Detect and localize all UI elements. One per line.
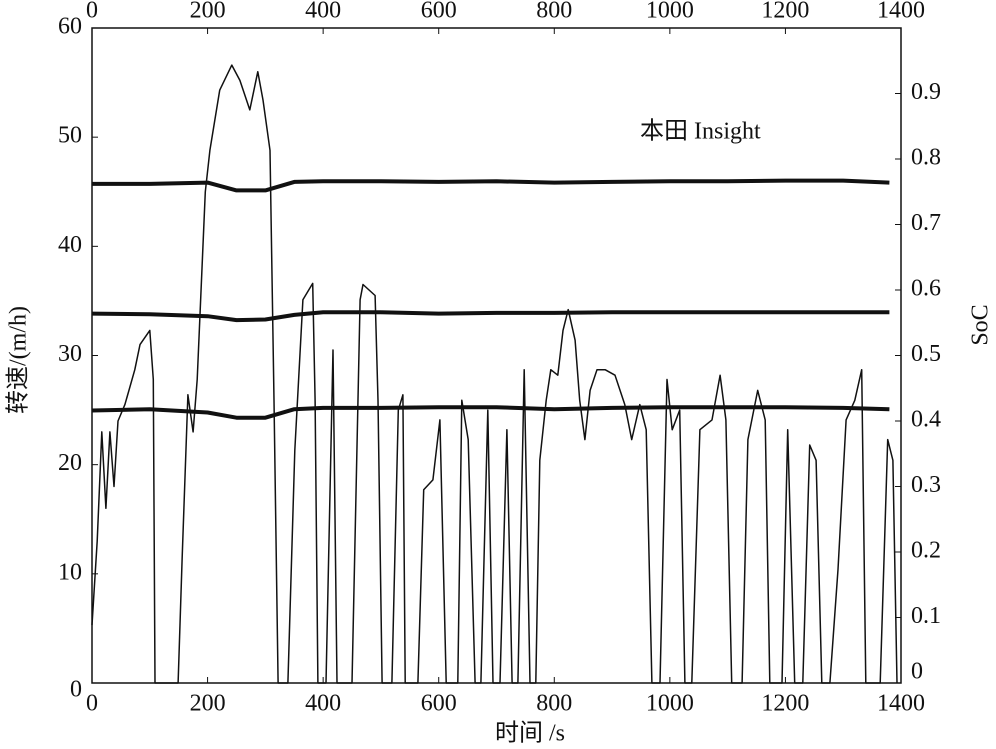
annotation: 本田 Insight [640,118,761,145]
x-top-tick-label: 1200 [761,0,809,24]
soc-line [91,310,890,323]
y-tick-label: 20 [58,450,82,476]
y2-tick-label: 0 [911,659,923,685]
y2-tick-label: 0.4 [911,407,941,433]
y-tick-label: 30 [58,341,82,367]
x-top-tick-label: 800 [536,0,572,24]
x-top-tick-label: 400 [305,0,341,24]
y2-axis-label: SoC [968,304,994,345]
y2-tick-label: 0.8 [911,145,941,171]
x-tick-label: 800 [536,691,572,717]
y2-tick-label: 0.7 [911,210,941,236]
x-top-tick-label: 200 [190,0,226,24]
x-top-tick-label: 600 [421,0,457,24]
y-tick-label: 60 [58,14,82,40]
y-tick-label: 40 [58,232,82,258]
y-tick-label: 0 [70,677,82,703]
y-tick-label: 10 [58,559,82,585]
y2-tick-label: 0.9 [911,79,941,105]
x-tick-label: 200 [190,691,226,717]
soc-line [92,178,890,193]
x-top-tick-label: 0 [86,0,98,24]
x-top-tick-label: 1000 [646,0,694,24]
soc-line [91,405,890,420]
x-top-tick-label: 1400 [877,0,925,24]
y2-tick-label: 0.1 [911,603,941,629]
x-axis-label: 时间 /s [495,720,565,747]
x-tick-label: 1400 [877,691,925,717]
x-tick-label: 400 [305,691,341,717]
x-tick-label: 600 [421,691,457,717]
y2-tick-label: 0.2 [911,538,941,564]
y-tick-label: 50 [58,123,82,149]
x-tick-label: 1000 [646,691,694,717]
speed-line [91,64,898,684]
y2-tick-label: 0.3 [911,472,941,498]
x-tick-label: 1200 [761,691,809,717]
x-tick-label: 0 [86,691,98,717]
y2-tick-label: 0.6 [911,276,941,302]
y2-tick-label: 0.5 [911,341,941,367]
y-axis-label: 转速/(m/h) [5,306,32,414]
